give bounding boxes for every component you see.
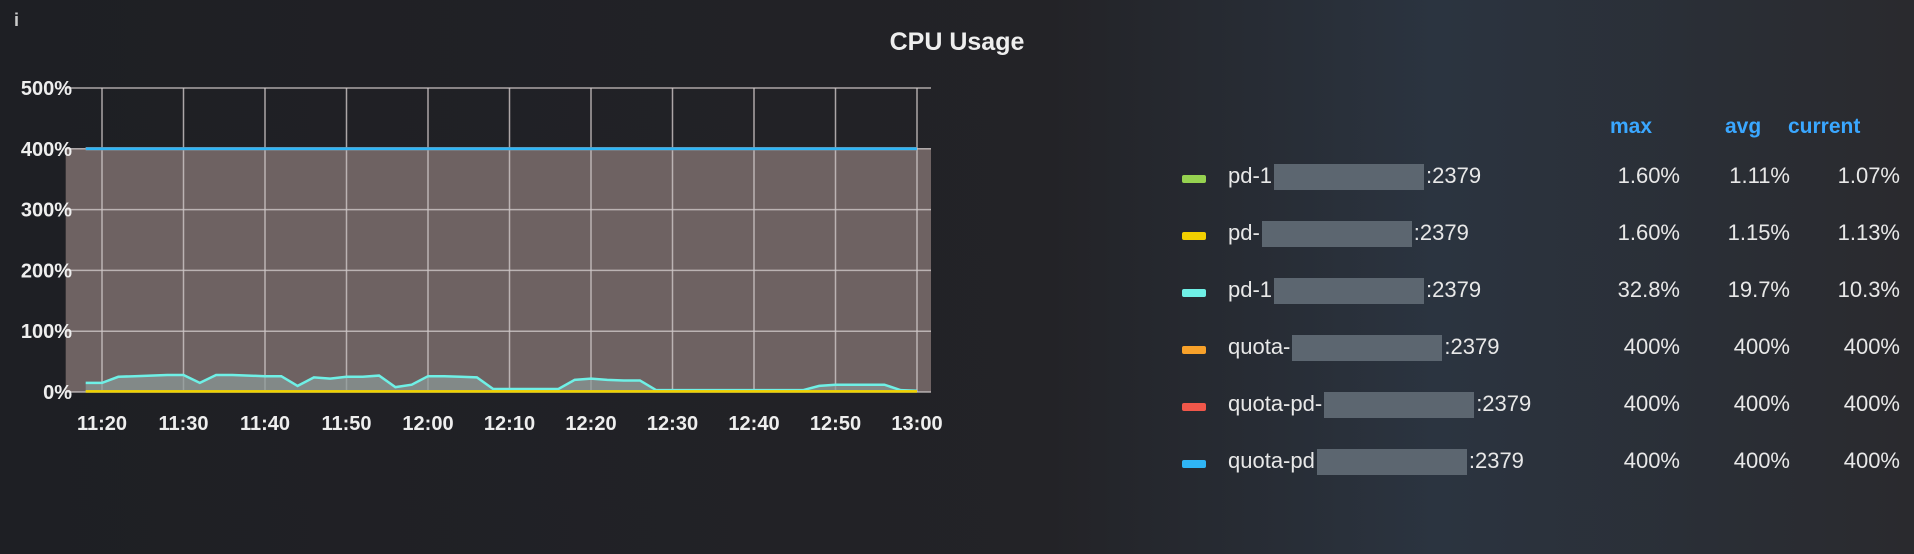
series-avg: 400% <box>1733 448 1790 473</box>
redaction-block <box>1292 335 1443 362</box>
series-current: 1.13% <box>1837 220 1900 245</box>
redaction-block <box>1324 392 1475 419</box>
redaction-block <box>1274 164 1425 191</box>
series-max: 32.8% <box>1617 277 1680 302</box>
legend-header-avg[interactable]: avg <box>1725 115 1762 138</box>
x-tick-label: 11:50 <box>321 413 371 435</box>
x-tick-label: 12:40 <box>728 413 779 435</box>
legend-header-max[interactable]: max <box>1610 115 1653 138</box>
legend-row[interactable]: pd-:2379 1.60% 1.15% 1.13% <box>1170 220 1900 250</box>
series-avg: 400% <box>1733 391 1790 416</box>
info-icon[interactable]: i <box>14 10 20 30</box>
series-max: 1.60% <box>1617 163 1680 188</box>
series-name[interactable]: quota-:2379 <box>1228 334 1499 362</box>
legend-row[interactable]: quota-pd:2379 400% 400% 400% <box>1170 448 1900 478</box>
series-avg: 400% <box>1733 334 1790 359</box>
series-name[interactable]: pd-:2379 <box>1228 220 1469 248</box>
redaction-block <box>1316 449 1467 476</box>
y-tick-label: 400% <box>21 139 72 161</box>
series-current: 400% <box>1843 334 1900 359</box>
series-max: 1.60% <box>1617 220 1680 245</box>
x-tick-label: 12:30 <box>647 413 698 435</box>
series-color-swatch[interactable] <box>1182 232 1206 240</box>
legend-row[interactable]: pd-1:2379 1.60% 1.11% 1.07% <box>1170 163 1900 193</box>
series-area <box>85 374 917 392</box>
panel-title[interactable]: CPU Usage <box>889 28 1025 56</box>
x-tick-label: 11:30 <box>158 413 208 435</box>
series-name[interactable]: quota-pd:2379 <box>1228 448 1524 476</box>
x-tick-label: 11:40 <box>240 413 290 435</box>
series-color-swatch[interactable] <box>1182 175 1206 183</box>
redaction-block <box>1274 278 1425 305</box>
x-tick-label: 11:20 <box>77 413 127 435</box>
y-tick-label: 0% <box>43 382 72 404</box>
legend-row[interactable]: pd-1:2379 32.8% 19.7% 10.3% <box>1170 277 1900 307</box>
series-color-swatch[interactable] <box>1182 403 1206 411</box>
series-color-swatch[interactable] <box>1182 289 1206 297</box>
redaction-block <box>1261 221 1412 248</box>
y-tick-label: 200% <box>21 260 72 282</box>
cpu-usage-chart[interactable]: 0% 100% 200% 300% 400% 500% 11:20 11:30 11:40 11:… <box>0 0 1150 554</box>
legend-header-current[interactable]: current <box>1788 115 1861 138</box>
x-tick-label: 12:00 <box>402 413 453 435</box>
series-color-swatch[interactable] <box>1182 460 1206 468</box>
series-avg: 1.15% <box>1727 220 1790 245</box>
series-avg: 1.11% <box>1729 163 1790 188</box>
x-tick-label: 13:00 <box>891 413 942 435</box>
x-tick-label: 12:10 <box>484 413 535 435</box>
series-max: 400% <box>1623 334 1680 359</box>
y-tick-label: 100% <box>21 321 72 343</box>
series-current: 10.3% <box>1837 277 1900 302</box>
y-tick-label: 300% <box>21 200 72 222</box>
series-current: 1.07% <box>1837 163 1900 188</box>
series-name[interactable]: pd-1:2379 <box>1228 163 1481 191</box>
y-tick-label: 500% <box>21 78 72 100</box>
series-current: 400% <box>1843 448 1900 473</box>
legend-row[interactable]: quota-pd-:2379 400% 400% 400% <box>1170 391 1900 421</box>
series-current: 400% <box>1843 391 1900 416</box>
series-name[interactable]: quota-pd-:2379 <box>1228 391 1531 419</box>
x-tick-label: 12:20 <box>565 413 616 435</box>
legend-row[interactable]: quota-:2379 400% 400% 400% <box>1170 334 1900 364</box>
series-avg: 19.7% <box>1727 277 1790 302</box>
series-max: 400% <box>1623 448 1680 473</box>
series-name[interactable]: pd-1:2379 <box>1228 277 1481 305</box>
series-color-swatch[interactable] <box>1182 346 1206 354</box>
x-tick-label: 12:50 <box>810 413 861 435</box>
series-max: 400% <box>1623 391 1680 416</box>
